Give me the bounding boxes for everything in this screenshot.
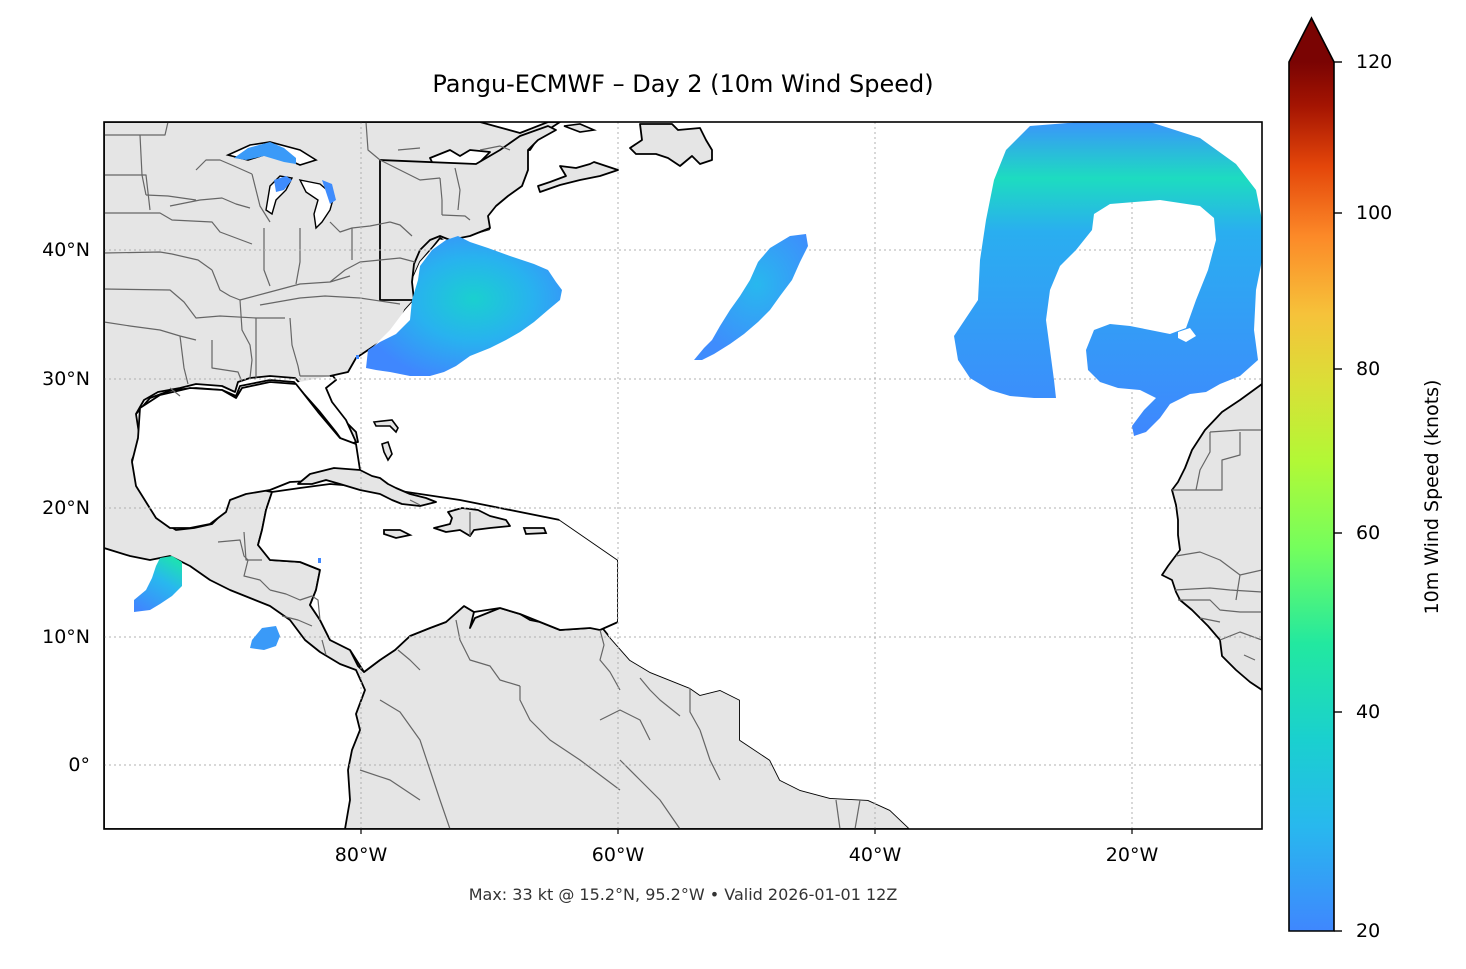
admin-borders — [104, 122, 1262, 829]
colorbar-tick-80: 80 — [1356, 358, 1381, 380]
land-nova-scotia — [537, 161, 619, 193]
land-jamaica — [383, 529, 413, 539]
land-hispaniola — [433, 507, 511, 537]
wind-area-lake-superior — [234, 142, 296, 164]
x-tick-80w: 80°W — [334, 844, 388, 866]
footer-caption: Max: 33 kt @ 15.2°N, 95.2°W • Valid 2026… — [468, 885, 898, 904]
wind-pixel-small — [318, 558, 321, 563]
land-africa — [1161, 383, 1262, 691]
colorbar-label: 10m Wind Speed (knots) — [1421, 379, 1443, 615]
land-bahamas — [372, 419, 399, 462]
wind-area-lake-huron — [322, 180, 336, 204]
plot-frame — [103, 121, 1263, 830]
gulf-of-mexico-fill — [131, 381, 361, 529]
x-tick-20w: 20°W — [1105, 844, 1159, 866]
x-tick-60w: 60°W — [591, 844, 645, 866]
axis-ticks — [360, 829, 1133, 834]
wind-area-us-east-coast — [366, 236, 562, 376]
land-new-england — [379, 125, 557, 301]
y-tick-0: 0° — [68, 754, 90, 776]
y-tick-20n: 20°N — [42, 497, 90, 519]
x-tick-40w: 40°W — [848, 844, 902, 866]
chart-title: Pangu-ECMWF – Day 2 (10m Wind Speed) — [432, 70, 934, 98]
colorbar — [1288, 16, 1342, 932]
wind-area-central-atlantic — [694, 234, 808, 360]
wind-pixel-small-2 — [356, 355, 359, 359]
y-tick-30n: 30°N — [42, 368, 90, 390]
wind-area-northeast-atlantic-ring — [954, 122, 1262, 436]
colorbar-tick-60: 60 — [1356, 522, 1381, 544]
land-puerto-rico — [522, 527, 548, 535]
colorbar-tick-120: 120 — [1356, 51, 1393, 73]
colorbar-tick-100: 100 — [1356, 202, 1393, 224]
land-newfoundland — [629, 123, 713, 167]
y-tick-10n: 10°N — [42, 626, 90, 648]
colorbar-tick-20: 20 — [1356, 920, 1381, 942]
pacific-ocean — [104, 547, 366, 829]
y-tick-40n: 40°N — [42, 239, 90, 261]
wind-area-papagayo — [250, 626, 280, 650]
wind-area-tehuantepec — [134, 556, 182, 612]
land-pei — [563, 123, 597, 133]
colorbar-tick-40: 40 — [1356, 701, 1381, 723]
wind-area-lake-michigan — [274, 176, 292, 192]
land-cuba — [297, 467, 437, 507]
